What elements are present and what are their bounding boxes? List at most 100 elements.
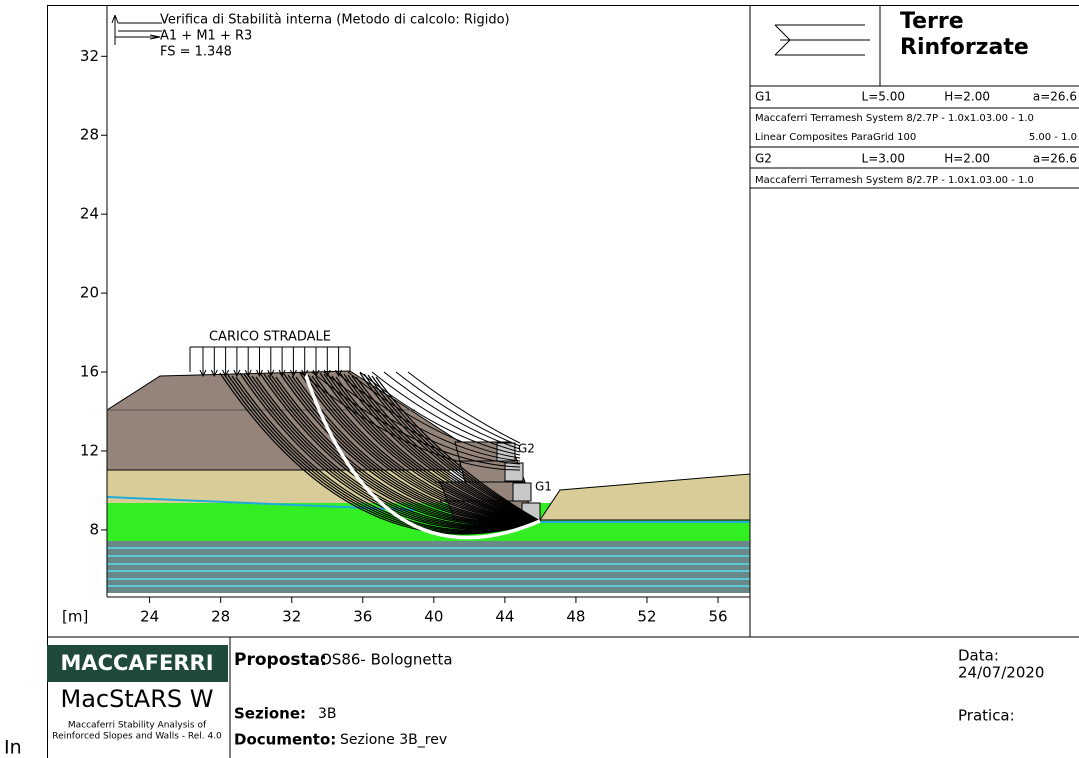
group-a: a=26.6 <box>1033 90 1077 104</box>
y-tick-label: 28 <box>80 126 99 144</box>
load-arrow <box>323 347 331 378</box>
slip-surface <box>335 371 521 462</box>
y-tick-label: 24 <box>80 205 99 223</box>
load-arrow <box>267 347 275 378</box>
slip-surface <box>371 371 521 453</box>
block-label: G2 <box>518 442 535 456</box>
item-value: 5.00 - 1.0 <box>1029 132 1077 143</box>
y-tick-label: 16 <box>80 363 99 381</box>
x-tick-label: 32 <box>282 608 301 626</box>
field-value: OS86- Bolognetta <box>320 651 453 669</box>
slip-surface <box>395 371 521 447</box>
slip-surface <box>303 373 541 522</box>
slip-surface <box>367 374 541 522</box>
x-tick-label: 48 <box>566 608 585 626</box>
slip-surface <box>343 373 541 522</box>
load-arrow <box>244 347 252 378</box>
load-arrow <box>222 347 230 378</box>
title: A1 + M1 + R3 <box>160 29 252 44</box>
brand: MACCAFERRI <box>60 651 213 675</box>
slip-surface <box>299 371 521 471</box>
field-value: 3B <box>318 706 337 722</box>
slip-surface <box>359 371 521 456</box>
stray-text: In <box>4 737 22 758</box>
slip-surface <box>407 371 521 444</box>
brand-box <box>47 645 228 682</box>
software: MacStARS W <box>61 685 214 713</box>
slip-surface <box>347 374 541 522</box>
slip-surface <box>359 372 541 522</box>
group-L: L=3.00 <box>862 152 905 166</box>
y-tick-label: 12 <box>80 441 99 459</box>
slip-surface <box>335 376 541 522</box>
field-value: Sezione 3B_rev <box>340 732 447 748</box>
slip-surface <box>275 376 541 524</box>
load-arrow <box>199 347 207 378</box>
load-arrow <box>289 347 297 378</box>
frames <box>47 5 1079 758</box>
x-tick-label: 28 <box>211 608 230 626</box>
load-arrow <box>335 347 343 378</box>
load-arrow <box>256 347 263 378</box>
load-arrow <box>301 347 309 378</box>
slip-surface <box>255 376 541 527</box>
water-lines <box>107 547 750 587</box>
pratica: Pratica: <box>958 707 1015 725</box>
unit-label: [m] <box>62 608 88 626</box>
y-tick-label: 32 <box>80 47 99 65</box>
panel-title: Rinforzate <box>900 35 1029 60</box>
slip-surface <box>347 371 521 459</box>
slip-surface <box>339 372 541 522</box>
title: FS = 1.348 <box>160 45 232 60</box>
slip-surface <box>299 372 541 522</box>
block-label: G1 <box>535 480 552 494</box>
group-name: G1 <box>755 90 772 104</box>
load <box>189 346 351 372</box>
x-tick-label: 44 <box>495 608 514 626</box>
x-tick-label: 56 <box>708 608 727 626</box>
slip-surface <box>323 373 541 522</box>
slip-surface <box>323 371 521 465</box>
software-sub: Maccaferri Stability Analysis of <box>68 721 207 731</box>
item: Linear Composites ParaGrid 100 <box>755 132 916 143</box>
bedrock <box>107 541 750 593</box>
slip-surface <box>331 375 541 522</box>
group-a: a=26.6 <box>1033 152 1077 166</box>
field-label: Documento: <box>234 731 336 749</box>
load-arrows <box>199 347 343 378</box>
item: Maccaferri Terramesh System 8/2.7P - 1.0… <box>755 113 1034 124</box>
axes: 24 28 32 36 40 44 48 52 56 8 12 16 20 24 28 32 <box>80 47 728 626</box>
slip-surface <box>327 374 541 522</box>
x-tick-label: 24 <box>140 608 159 626</box>
load-arrow <box>233 347 241 378</box>
slip-surface <box>311 375 541 522</box>
field-label: Sezione: <box>234 705 306 723</box>
slip-surface <box>315 376 541 522</box>
software-sub: Reinforced Slopes and Walls - Rel. 4.0 <box>52 732 222 742</box>
group-name: G2 <box>755 152 772 166</box>
panel: G1 L=5.00 H=2.00 a=26.6 Maccaferri Terramesh… <box>755 90 1077 187</box>
x-tick-label: 40 <box>424 608 443 626</box>
title: Verifica di Stabilità interna (Metodo di… <box>160 13 510 28</box>
group-L: L=5.00 <box>862 90 905 104</box>
date-value: 24/07/2020 <box>958 664 1044 682</box>
load-arrow <box>312 347 320 378</box>
group-H: H=2.00 <box>944 152 990 166</box>
slip-surface <box>375 376 541 522</box>
critical-surface <box>303 372 541 540</box>
date-label: Data: <box>958 647 999 665</box>
x-tick-label: 36 <box>353 608 372 626</box>
y-tick-label: 8 <box>89 520 99 538</box>
load-arrow <box>278 347 286 378</box>
group-H: H=2.00 <box>944 90 990 104</box>
slip-surface <box>383 371 521 450</box>
load-arrow <box>210 347 218 378</box>
slip-surface <box>307 374 541 522</box>
item: Maccaferri Terramesh System 8/2.7P - 1.0… <box>755 175 1034 186</box>
slip-surface <box>351 375 541 522</box>
slip-surfaces <box>219 371 541 540</box>
field-label: Proposta: <box>234 650 327 670</box>
slip-surface <box>295 376 541 522</box>
y-tick-label: 20 <box>80 284 99 302</box>
